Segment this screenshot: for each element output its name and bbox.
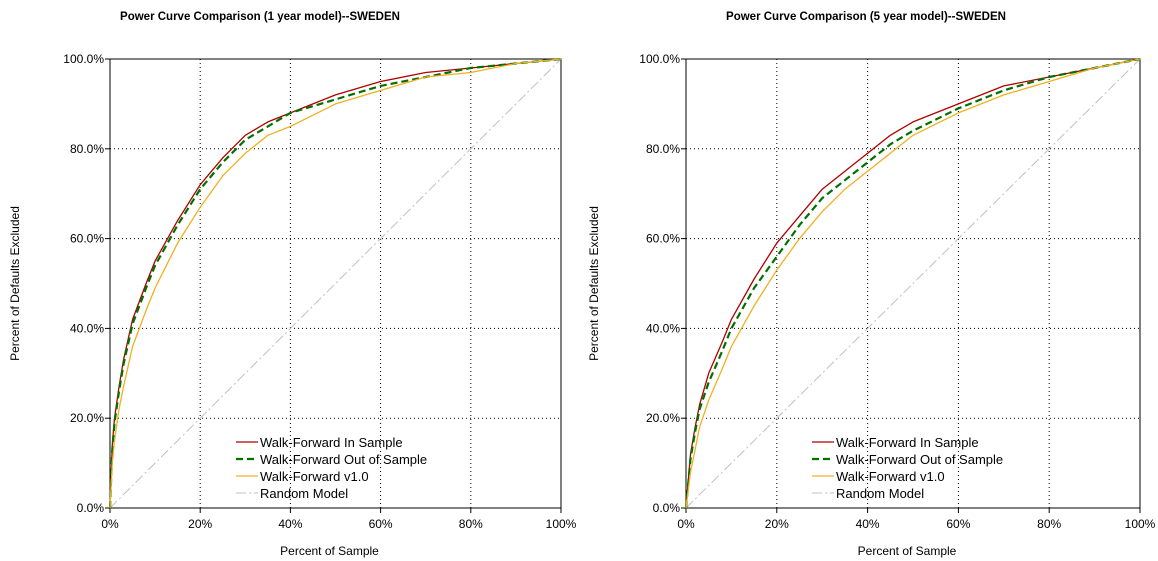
- series-line-random-model: [685, 58, 1141, 509]
- plot-frame: [109, 58, 562, 509]
- series-line-walk-forward-v1-0: [685, 58, 1141, 509]
- x-tick-label: 20%: [188, 517, 212, 531]
- legend-label: Walk-Forward In Sample: [836, 435, 979, 450]
- x-tick-label: 60%: [369, 517, 393, 531]
- y-tick-label: 20.0%: [70, 411, 104, 425]
- y-tick-label: 0.0%: [653, 501, 681, 515]
- series-line-walk-forward-v1-0: [109, 58, 562, 509]
- x-axis-label: Percent of Sample: [280, 544, 379, 558]
- power-curve-chart-1year: Power Curve Comparison (1 year model)--S…: [8, 11, 577, 558]
- chart-title: Power Curve Comparison (1 year model)--S…: [120, 11, 400, 23]
- y-tick-label: 40.0%: [646, 321, 680, 335]
- x-axis-label: Percent of Sample: [858, 544, 957, 558]
- series-line-walk-forward-out-of-sample: [684, 57, 1141, 509]
- series-line-random-model: [109, 58, 562, 509]
- x-tick-label: 60%: [946, 517, 970, 531]
- y-tick-label: 80.0%: [70, 142, 104, 156]
- series-line-walk-forward-out-of-sample: [108, 57, 562, 509]
- chart-title: Power Curve Comparison (5 year model)--S…: [726, 11, 1006, 23]
- x-tick-label: 20%: [765, 517, 789, 531]
- x-tick-label: 80%: [459, 517, 483, 531]
- y-tick-label: 60.0%: [70, 232, 104, 246]
- legend-label: Random Model: [260, 486, 348, 501]
- x-tick-label: 40%: [278, 517, 302, 531]
- y-tick-label: 60.0%: [646, 232, 680, 246]
- legend-label: Walk-Forward v1.0: [836, 469, 945, 484]
- legend-label: Random Model: [836, 486, 924, 501]
- y-tick-label: 40.0%: [70, 321, 104, 335]
- legend-label: Walk-Forward v1.0: [260, 469, 369, 484]
- y-tick-label: 100.0%: [639, 52, 680, 66]
- series-line-walk-forward-in-sample: [685, 58, 1141, 509]
- x-tick-label: 100%: [546, 517, 577, 531]
- y-axis-label: Percent of Defaults Excluded: [587, 206, 601, 361]
- legend-label: Walk-Forward Out of Sample: [260, 452, 427, 467]
- y-tick-label: 0.0%: [77, 501, 105, 515]
- legend-label: Walk-Forward Out of Sample: [836, 452, 1003, 467]
- y-tick-label: 100.0%: [63, 52, 104, 66]
- y-tick-label: 20.0%: [646, 411, 680, 425]
- legend-label: Walk-Forward In Sample: [260, 435, 403, 450]
- x-tick-label: 0%: [677, 517, 695, 531]
- y-axis-label: Percent of Defaults Excluded: [8, 206, 22, 361]
- x-tick-label: 0%: [101, 517, 119, 531]
- y-tick-label: 80.0%: [646, 142, 680, 156]
- x-tick-label: 100%: [1125, 517, 1156, 531]
- chart-panel-1year: Power Curve Comparison (1 year model)--S…: [8, 11, 577, 558]
- chart-panel-5year: Power Curve Comparison (5 year model)--S…: [579, 0, 1158, 561]
- x-tick-label: 80%: [1037, 517, 1061, 531]
- power-curve-chart-5year: Power Curve Comparison (5 year model)--S…: [587, 11, 1156, 558]
- plot-frame: [685, 58, 1141, 509]
- x-tick-label: 40%: [856, 517, 880, 531]
